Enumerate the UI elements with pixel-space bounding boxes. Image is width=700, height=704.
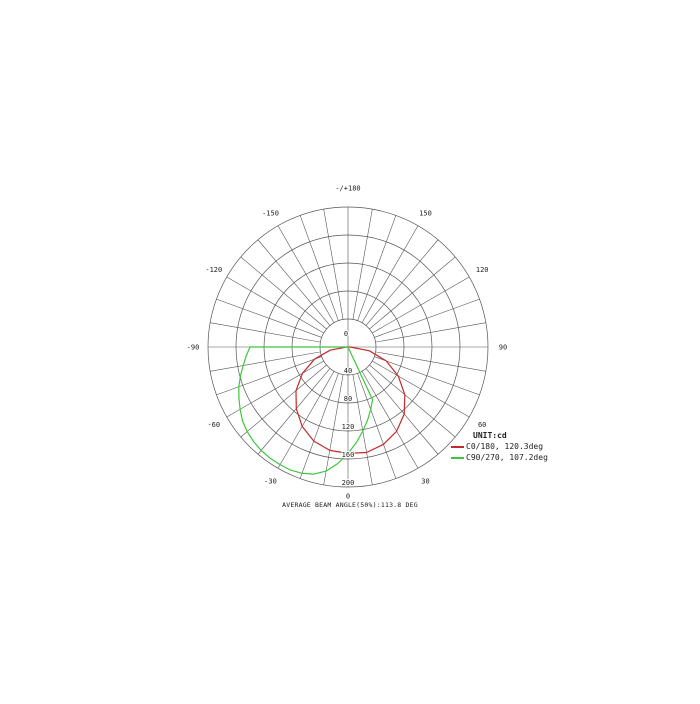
radial-scale-label: 40: [344, 367, 352, 375]
polar-grid-spoke: [361, 225, 419, 323]
angle-label: 0: [346, 493, 350, 501]
radial-scale-label: 200: [342, 479, 355, 487]
polar-grid-spoke: [216, 356, 322, 396]
radial-scale-label: 160: [342, 451, 355, 459]
angle-label: -30: [264, 478, 277, 486]
polar-grid-spoke: [369, 256, 456, 330]
polar-grid-spoke: [352, 374, 373, 485]
polar-grid-spoke: [257, 368, 331, 455]
polar-grid-spoke: [369, 364, 456, 438]
polar-grid-spoke: [352, 209, 373, 320]
polar-grid-spoke: [374, 298, 480, 338]
legend-swatch-c90-270: [451, 456, 464, 459]
angle-label: -120: [205, 266, 222, 274]
angle-label: 30: [421, 478, 429, 486]
polar-grid-spoke: [323, 209, 344, 320]
radial-scale-zero-label: 0: [344, 330, 348, 338]
angle-label: 150: [419, 209, 432, 217]
polar-grid-spoke: [210, 351, 321, 372]
polar-grid-spoke: [240, 364, 327, 438]
polar-grid-spoke: [365, 239, 439, 326]
legend-label-c90-270: C90/270, 107.2deg: [466, 453, 548, 462]
polar-grid-spoke: [375, 351, 486, 372]
polar-grid-spoke: [323, 374, 344, 485]
angle-label: 120: [476, 266, 489, 274]
polar-grid-spoke: [299, 373, 339, 479]
legend-entry-c90-270: C90/270, 107.2deg: [451, 452, 548, 463]
polar-grid-spoke: [372, 276, 470, 334]
angle-label: 60: [478, 421, 486, 429]
angle-label: 90: [499, 344, 507, 352]
radial-scale-label: 120: [342, 423, 355, 431]
polar-grid-spoke: [357, 215, 397, 321]
legend: UNIT:cd C0/180, 120.3deg C90/270, 107.2d…: [451, 430, 548, 463]
average-beam-angle-caption: AVERAGE BEAM ANGLE(50%):113.8 DEG: [282, 501, 418, 509]
polar-grid-spoke: [375, 322, 486, 343]
series-curve-c90-270: [238, 346, 374, 475]
polar-grid-spoke: [216, 298, 322, 338]
polar-grid-spoke: [299, 215, 339, 321]
legend-entry-c0-180: C0/180, 120.3deg: [451, 441, 548, 452]
polar-grid-spoke: [374, 356, 480, 396]
polar-grid-spoke: [357, 373, 397, 479]
polar-grid-spoke: [361, 371, 419, 469]
polar-grid-spoke: [210, 322, 321, 343]
polar-grid-spoke: [226, 276, 324, 334]
polar-grid-spoke: [226, 360, 324, 418]
angle-label: -60: [207, 421, 220, 429]
legend-unit-label: UNIT:cd: [473, 431, 507, 440]
polar-grid-spoke: [240, 256, 327, 330]
legend-swatch-c0-180: [451, 445, 464, 448]
polar-grid-spoke: [277, 371, 335, 469]
angle-label: -150: [262, 209, 279, 217]
angle-label: -90: [187, 344, 200, 352]
polar-grid-spoke: [372, 360, 470, 418]
angle-label: -/+180: [335, 185, 360, 193]
legend-label-c0-180: C0/180, 120.3deg: [466, 442, 544, 451]
radial-scale-label: 80: [344, 395, 352, 403]
polar-grid-spoke: [365, 368, 439, 455]
polar-grid-spoke: [257, 239, 331, 326]
polar-grid-spoke: [277, 225, 335, 323]
